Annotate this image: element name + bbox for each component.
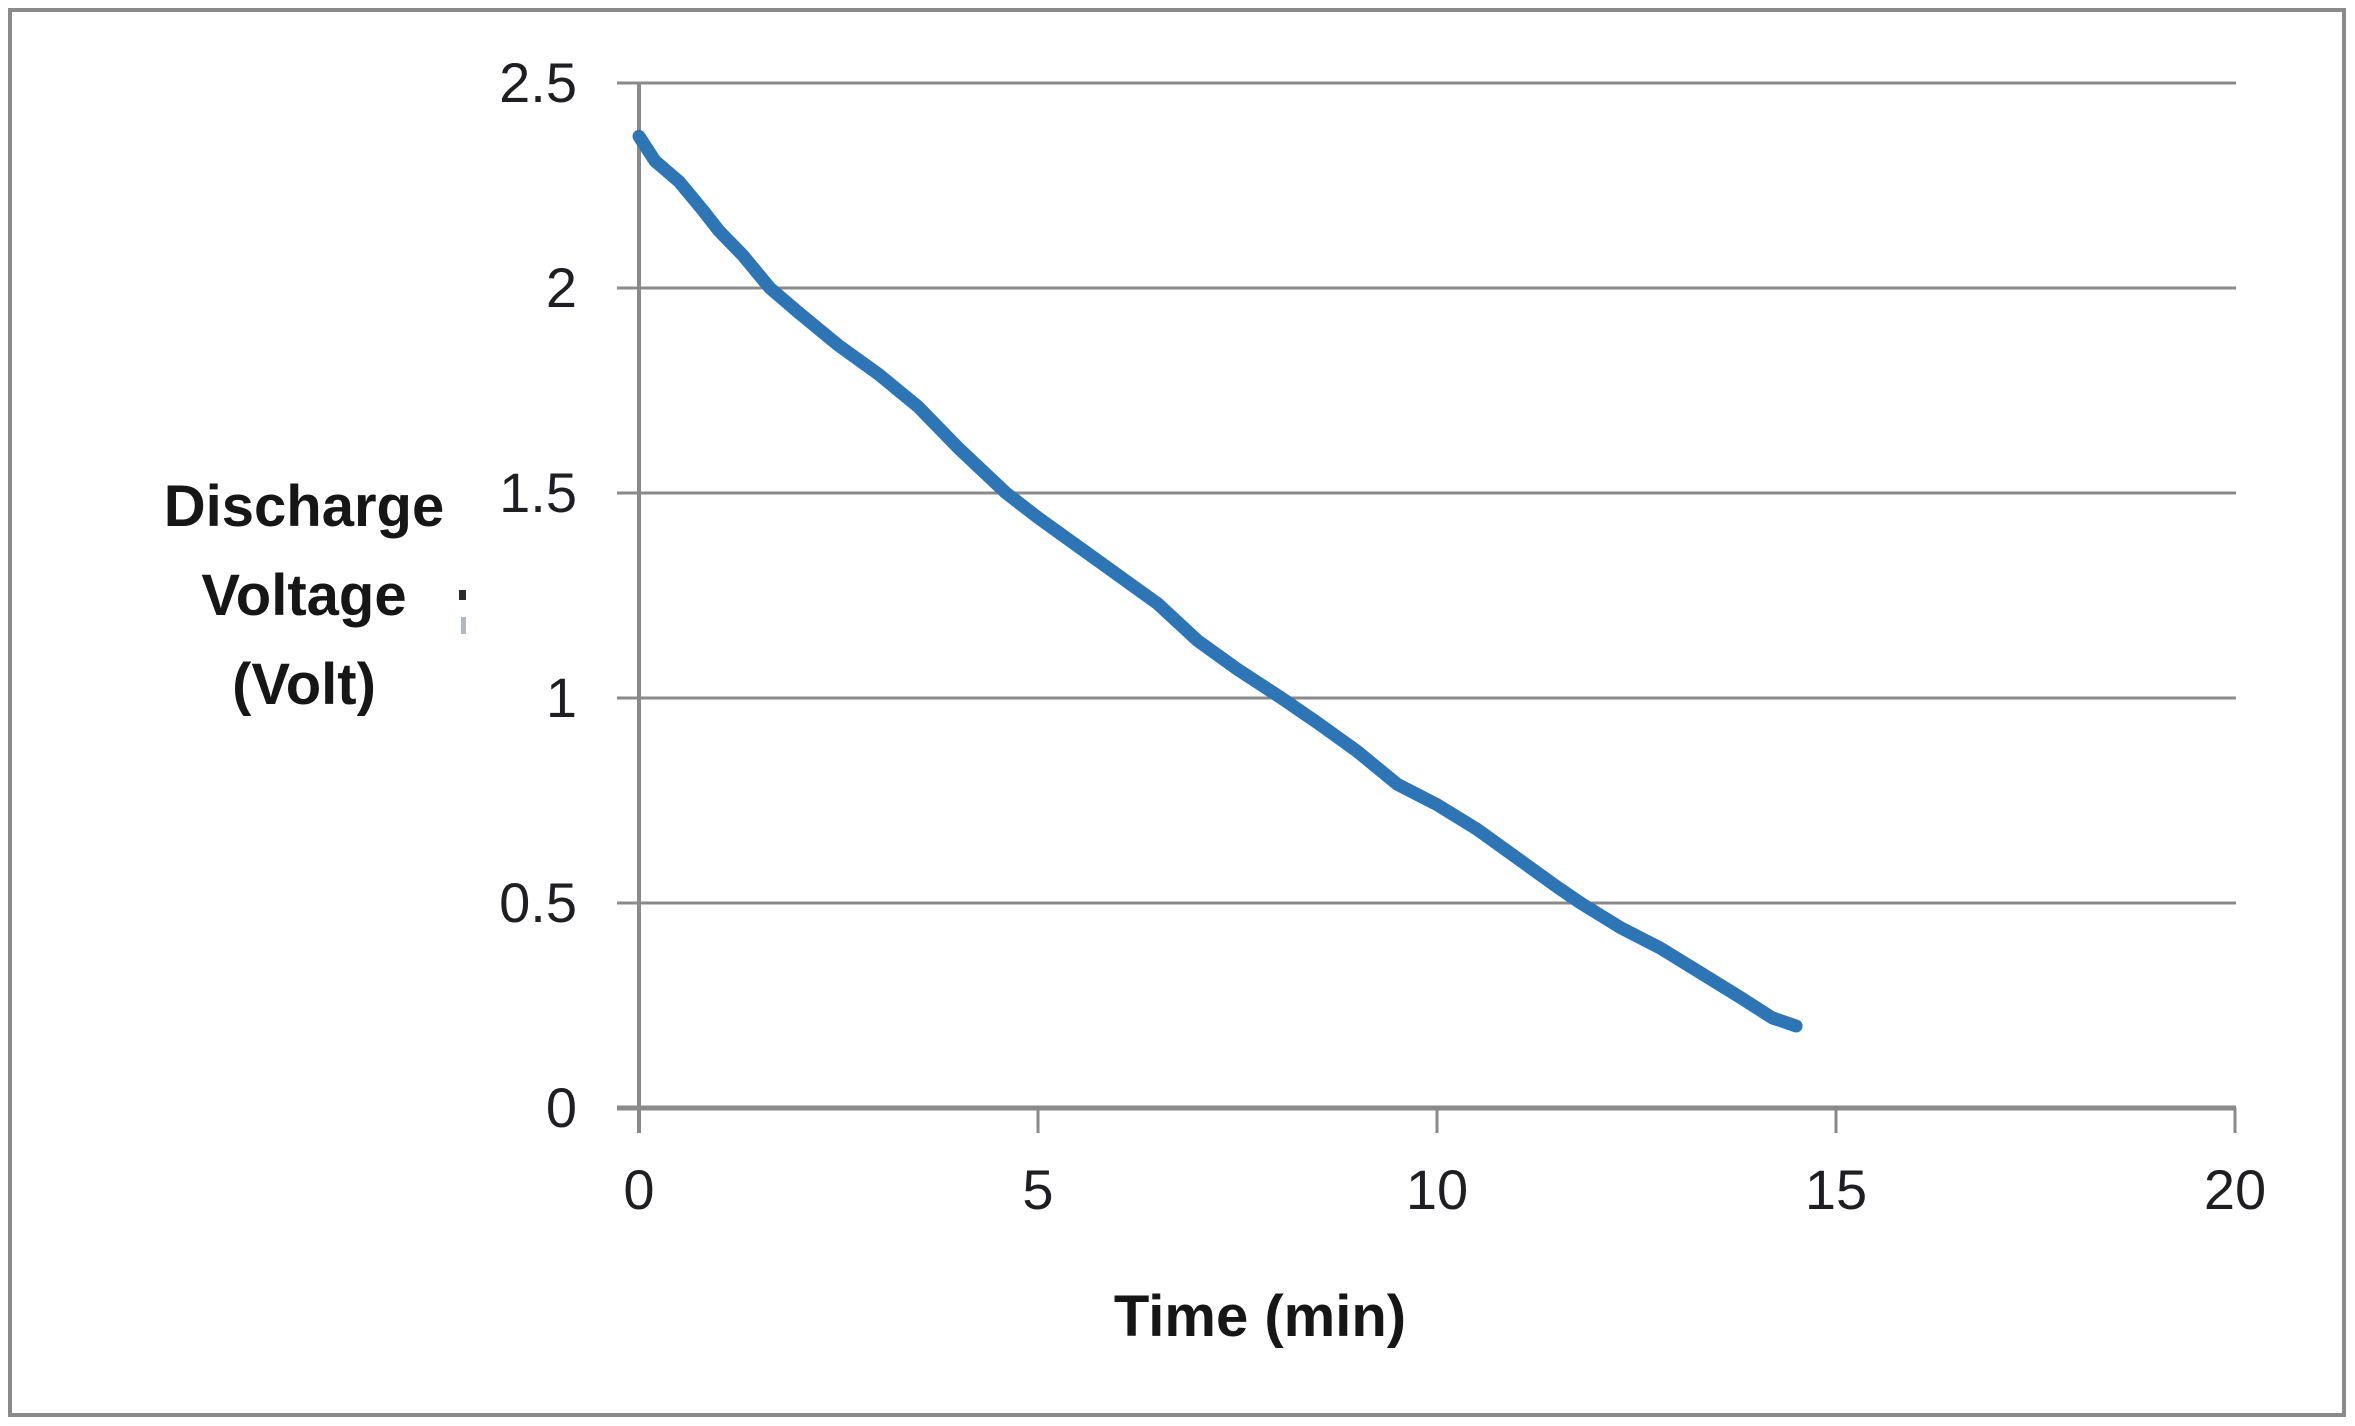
stray-mark [461,617,466,634]
y-tick-label: 2 [545,256,577,319]
discharge-voltage-line [632,129,1803,1033]
y-axis-title-line: (Volt) [232,652,376,717]
x-tick-label: 20 [2203,1158,2267,1221]
x-tick-label: 15 [1804,1158,1868,1221]
y-axis-title: Discharge Voltage (Volt) [118,462,490,729]
x-tick-label: 5 [1022,1158,1054,1221]
y-tick-label: 1.5 [499,461,577,524]
y-tick-label: 0 [545,1076,577,1139]
y-tick-label: 0.5 [499,871,577,934]
y-axis-title-line: Voltage [201,563,407,628]
y-axis-title-line: Discharge [163,474,445,539]
x-axis-title: Time (min) [1113,1284,1407,1349]
y-tick-label: 1 [545,666,577,729]
x-tick-label: 0 [623,1158,655,1221]
stray-mark [459,590,466,600]
y-tick-label: 2.5 [499,51,577,114]
x-tick-label: 10 [1405,1158,1469,1221]
